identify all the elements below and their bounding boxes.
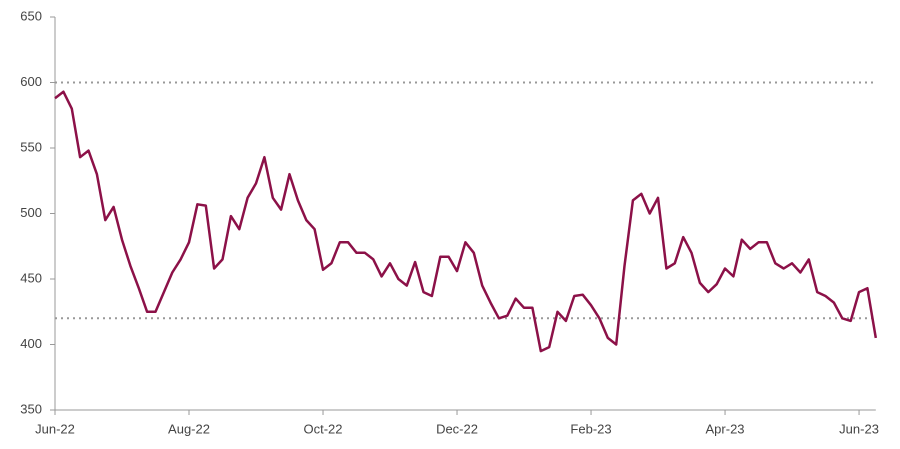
y-tick-label: 500 [20, 205, 42, 220]
x-tick-label: Dec-22 [436, 421, 478, 436]
y-tick-label: 350 [20, 401, 42, 416]
y-tick-label: 600 [20, 74, 42, 89]
x-tick-label: Apr-23 [706, 421, 745, 436]
y-tick-label: 650 [20, 8, 42, 23]
line-series [54, 90, 878, 353]
y-tick-label: 550 [20, 139, 42, 154]
y-tick-label: 400 [20, 336, 42, 351]
x-tick-label: Aug-22 [168, 421, 210, 436]
x-tick-label: Jun-22 [35, 421, 75, 436]
x-tick-label: Oct-22 [304, 421, 343, 436]
x-tick-label: Jun-23 [839, 421, 879, 436]
x-tick-label: Feb-23 [570, 421, 611, 436]
y-tick-label: 450 [20, 270, 42, 285]
